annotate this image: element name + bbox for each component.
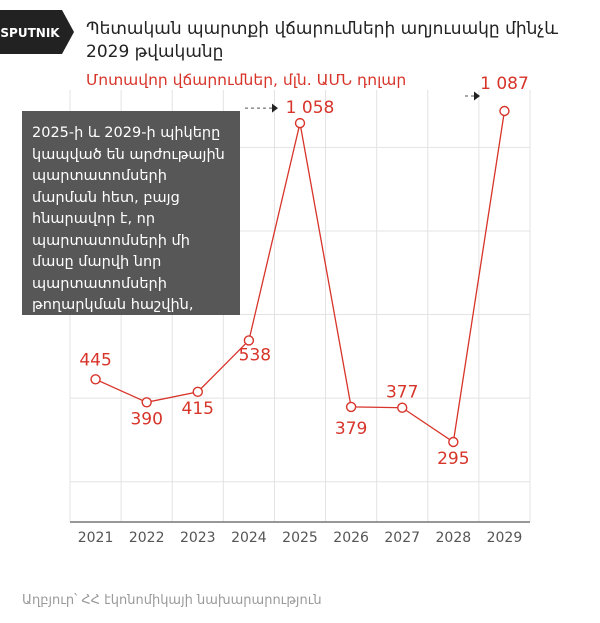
data-point (294, 117, 306, 129)
x-tick-label: 2024 (231, 530, 267, 546)
data-label: 377 (386, 383, 418, 403)
data-label: 415 (182, 399, 214, 419)
tick-layer: 2021 2022 2023 2024 2025 2026 2027 2028 2029 (78, 530, 523, 546)
data-label: 445 (79, 350, 111, 370)
data-point (397, 402, 408, 413)
data-point (448, 436, 459, 448)
x-tick-label: 2029 (487, 530, 523, 546)
data-point (499, 105, 510, 117)
point-layer (90, 105, 510, 448)
x-tick-label: 2023 (180, 530, 216, 546)
x-tick-label: 2027 (384, 530, 420, 546)
data-label: 379 (335, 419, 367, 439)
pointer-arrow (474, 91, 480, 101)
data-label: 1 058 (286, 98, 335, 118)
x-tick-label: 2021 (78, 530, 114, 546)
data-point (345, 401, 357, 413)
data-label: 538 (239, 345, 271, 365)
source-text: Աղբյուր՝ ՀՀ էկոնոմիկայի նախարարություն (22, 593, 322, 608)
sputnik-logo: SPUTNIK (0, 10, 74, 54)
label-layer: 445 390 415 538 1 058 379 377 295 1 087 (79, 74, 528, 469)
data-point (243, 335, 255, 346)
chart-subtitle: Մոտավոր վճարումներ, մլն. ԱՄՆ դոլար (86, 71, 407, 89)
data-label: 1 087 (480, 74, 529, 94)
data-point (90, 374, 101, 385)
annotation-note: 2025-ի և 2029-ի պիկերը կապված են արժութա… (22, 111, 240, 335)
data-label: 390 (130, 409, 162, 429)
data-label: 295 (437, 449, 469, 469)
chart-title: Պետական պարտքի վճարումների աղյուսակը մին… (86, 19, 559, 62)
x-tick-label: 2026 (333, 530, 369, 546)
data-point (141, 397, 152, 408)
data-point (192, 386, 203, 398)
grid-layer (69, 90, 531, 523)
logo-text: SPUTNIK (0, 26, 60, 40)
x-tick-label: 2025 (282, 530, 318, 546)
x-tick-label: 2022 (129, 530, 165, 546)
pointer-arrow (272, 103, 278, 113)
x-tick-label: 2028 (436, 530, 472, 546)
